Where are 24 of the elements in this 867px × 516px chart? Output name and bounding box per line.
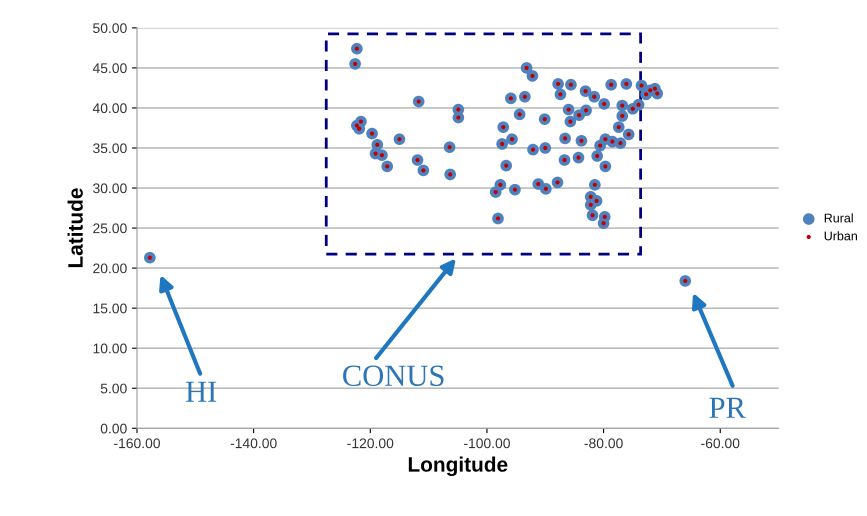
y-tick-label: 15.00 [94,303,127,314]
x-tick-label: -120.00 [347,438,394,448]
y-tick-label: 35.00 [93,143,127,154]
x-tick-label: -100.00 [464,438,510,448]
y-tick-label: 40.00 [92,103,127,114]
x-axis-title: Longitude [408,456,508,476]
y-tick-label: 45.00 [92,63,127,74]
annotation: CONUS [343,366,444,386]
y-tick-label: 5.00 [100,384,127,394]
y-tick-label: 10.00 [94,344,127,354]
y-tick-label: 25.00 [93,223,127,234]
legend-label: Urban [824,231,857,240]
annotation: PR [709,398,746,418]
x-tick-label: -60.00 [701,438,740,448]
x-tick-label: -160.00 [114,438,160,448]
y-tick-label: 50.00 [93,23,127,34]
y-tick-label: 30.00 [93,183,127,194]
y-axis-title: Latitude [68,188,83,268]
legend-label: Rural [824,213,853,222]
annotation: HI [186,382,216,402]
y-tick-label: 20.00 [93,263,127,274]
x-tick-label: -140.00 [230,438,277,448]
x-tick-label: -80.00 [584,438,623,448]
y-tick-label: 0.00 [100,424,127,434]
